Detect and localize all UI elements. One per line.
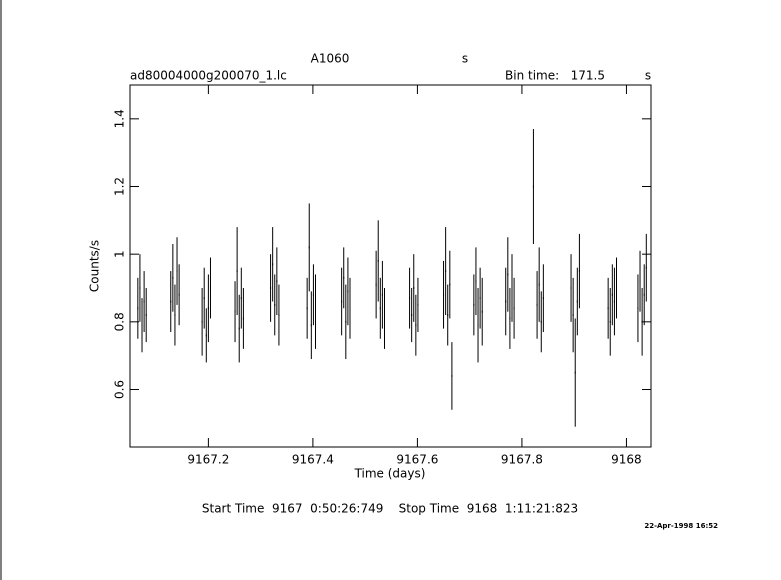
plot-frame (129, 84, 652, 448)
x-tick-label: 9167.6 (396, 453, 438, 467)
chart-title: A1060 (311, 52, 350, 66)
footer: Start Time 9167 0:50:26:749 Stop Time 91… (202, 502, 578, 516)
bin-value: 171.5 (571, 69, 605, 83)
x-axis-label: Time (days) (354, 467, 426, 481)
y-tick-label: 1.2 (113, 177, 127, 196)
y-tick-label: 0.6 (113, 380, 127, 399)
x-tick-label: 9167.4 (292, 453, 334, 467)
date-stamp: 22-Apr-1998 16:52 (644, 522, 718, 530)
x-tick-label: 9168 (611, 453, 642, 467)
bin-unit: s (645, 69, 651, 83)
x-tick-label: 9167.2 (187, 453, 229, 467)
y-tick-label: 0.8 (113, 312, 127, 331)
x-tick-label: 9167.8 (501, 453, 543, 467)
y-tick-label: 1.4 (113, 109, 127, 128)
y-axis-label: Counts/s (88, 240, 102, 292)
title-unit: s (462, 52, 468, 66)
bin-label: Bin time: (505, 69, 559, 83)
subtitle: ad80004000g200070_1.lc (130, 69, 287, 83)
y-tick-label: 1 (113, 250, 127, 258)
